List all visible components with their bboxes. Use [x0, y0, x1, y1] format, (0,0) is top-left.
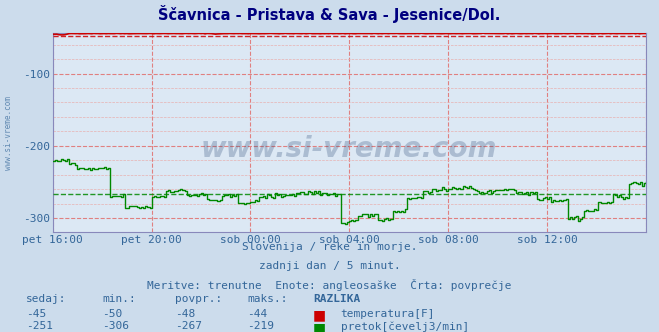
Text: -267: -267 — [175, 321, 202, 331]
Text: -44: -44 — [247, 309, 268, 319]
Text: -219: -219 — [247, 321, 274, 331]
Text: min.:: min.: — [102, 294, 136, 304]
Text: ■: ■ — [313, 321, 326, 332]
Text: sedaj:: sedaj: — [26, 294, 67, 304]
Text: -50: -50 — [102, 309, 123, 319]
Text: Slovenija / reke in morje.: Slovenija / reke in morje. — [242, 242, 417, 252]
Text: -45: -45 — [26, 309, 47, 319]
Text: -251: -251 — [26, 321, 53, 331]
Text: www.si-vreme.com: www.si-vreme.com — [201, 135, 498, 163]
Text: temperatura[F]: temperatura[F] — [341, 309, 435, 319]
Text: maks.:: maks.: — [247, 294, 287, 304]
Text: pretok[čevelj3/min]: pretok[čevelj3/min] — [341, 321, 469, 332]
Text: zadnji dan / 5 minut.: zadnji dan / 5 minut. — [258, 261, 401, 271]
Text: Ščavnica - Pristava & Sava - Jesenice/Dol.: Ščavnica - Pristava & Sava - Jesenice/Do… — [158, 5, 501, 23]
Text: Meritve: trenutne  Enote: angleosaške  Črta: povprečje: Meritve: trenutne Enote: angleosaške Črt… — [147, 279, 512, 291]
Text: RAZLIKA: RAZLIKA — [313, 294, 360, 304]
Text: ■: ■ — [313, 309, 326, 323]
Text: -48: -48 — [175, 309, 195, 319]
Text: povpr.:: povpr.: — [175, 294, 222, 304]
Text: www.si-vreme.com: www.si-vreme.com — [4, 96, 13, 170]
Text: -306: -306 — [102, 321, 129, 331]
